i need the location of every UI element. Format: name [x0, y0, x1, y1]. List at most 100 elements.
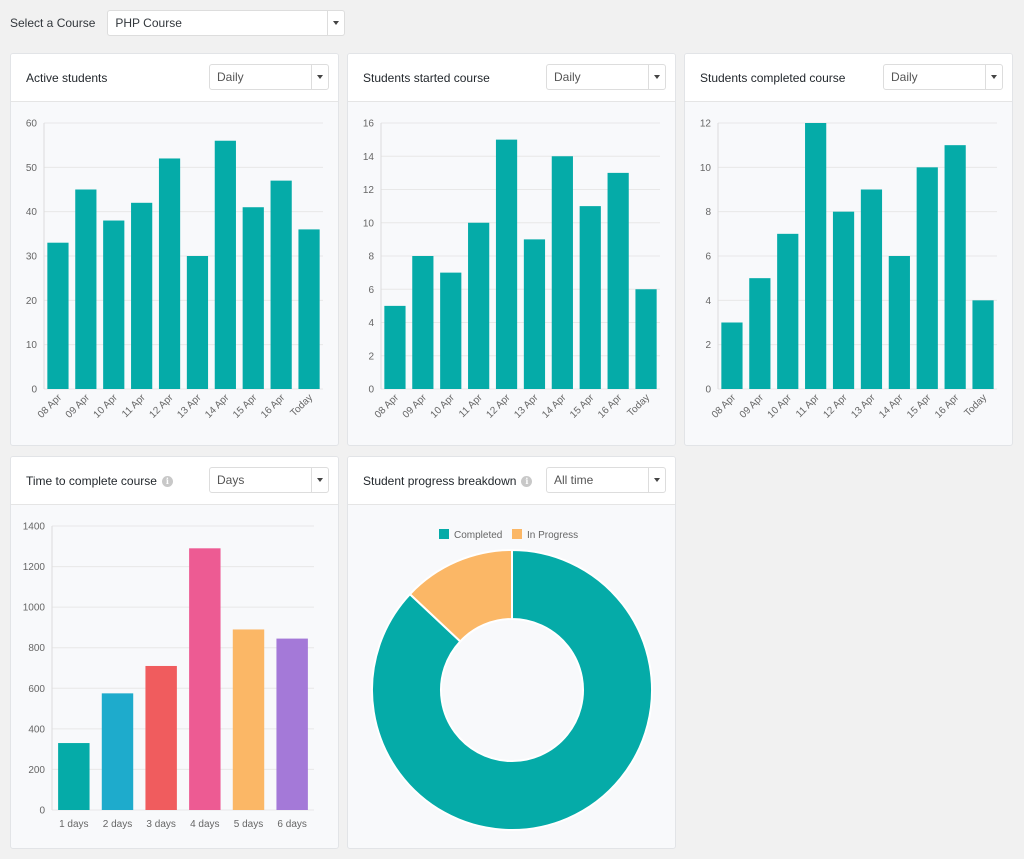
chart-legend: Completed In Progress	[439, 529, 578, 541]
chevron-down-icon	[311, 468, 328, 492]
card-students-started: Students started course Daily 0 2 4 6 8 10 12 1…	[347, 53, 676, 446]
y-tick-label: 1400	[23, 522, 46, 533]
bar[interactable]	[412, 256, 434, 389]
bar[interactable]	[58, 743, 90, 810]
y-tick-label: 800	[28, 643, 45, 654]
period-select-value: Days	[217, 473, 245, 487]
y-tick-label: 60	[26, 119, 38, 130]
period-select[interactable]: Daily	[546, 64, 666, 90]
bar[interactable]	[232, 629, 265, 810]
card-title: Student progress breakdown	[363, 474, 517, 488]
bar[interactable]	[805, 123, 827, 389]
bar[interactable]	[860, 189, 883, 390]
bar[interactable]	[523, 239, 546, 389]
x-tick-label: 12 Apr	[147, 392, 176, 421]
period-select-value: Daily	[217, 70, 244, 84]
x-tick-label: 13 Apr	[175, 392, 204, 421]
x-tick-label: 12 Apr	[821, 392, 850, 421]
bar[interactable]	[145, 665, 177, 810]
bar[interactable]	[186, 256, 209, 389]
y-tick-label: 16	[363, 119, 375, 130]
y-tick-label: 600	[28, 684, 45, 695]
y-tick-label: 8	[368, 252, 374, 263]
y-tick-label: 10	[26, 340, 38, 351]
y-tick-label: 1200	[23, 562, 46, 573]
x-tick-label: 08 Apr	[710, 392, 739, 421]
bar[interactable]	[103, 220, 125, 389]
x-tick-label: 6 days	[277, 819, 306, 830]
bar[interactable]	[888, 256, 910, 389]
bar[interactable]	[298, 229, 320, 389]
y-tick-label: 10	[363, 218, 375, 229]
period-select[interactable]: Days	[209, 467, 329, 493]
x-tick-label: 12 Apr	[484, 392, 513, 421]
students-started-chart: 0 2 4 6 8 10 12 14 16 08 Apr 09 Apr 10 Apr 11 Apr 12 …	[363, 119, 660, 421]
info-icon[interactable]: i	[521, 475, 533, 487]
legend-swatch	[512, 529, 522, 539]
bar[interactable]	[579, 206, 601, 389]
x-tick-label: Today	[626, 392, 653, 419]
donut-slice[interactable]	[371, 548, 653, 831]
bar[interactable]	[777, 233, 799, 389]
bar[interactable]	[214, 140, 236, 389]
bar[interactable]	[972, 300, 994, 389]
x-tick-label: 09 Apr	[64, 392, 93, 421]
bar[interactable]	[635, 289, 657, 389]
course-select[interactable]: PHP Course	[107, 10, 346, 36]
info-icon[interactable]: i	[161, 475, 173, 487]
y-tick-label: 30	[26, 252, 38, 263]
bar[interactable]	[47, 242, 69, 389]
bar[interactable]	[607, 172, 629, 389]
x-tick-label: 1 days	[59, 819, 88, 830]
x-tick-label: 13 Apr	[849, 392, 878, 421]
bar[interactable]	[101, 693, 134, 810]
card-active-students: Active students Daily 0 10 20 30 40 50 60 08 Ap…	[10, 53, 339, 446]
x-tick-label: 15 Apr	[568, 392, 597, 421]
x-tick-label: Today	[963, 392, 990, 419]
x-tick-label: 16 Apr	[933, 392, 962, 421]
x-tick-label: 10 Apr	[429, 392, 458, 421]
time-to-complete-chart: 0 200 400 600 800 1000 1200 1400 1 days 2 days 3 d…	[23, 522, 314, 830]
y-tick-label: 12	[363, 185, 375, 196]
card-students-completed: Students completed course Daily 0 2 4 6 8 10 1…	[684, 53, 1013, 446]
bar[interactable]	[495, 139, 518, 389]
chevron-down-icon	[985, 65, 1002, 89]
bar[interactable]	[916, 167, 938, 389]
bar[interactable]	[551, 156, 573, 389]
legend-swatch	[439, 529, 449, 539]
x-tick-label: 15 Apr	[905, 392, 934, 421]
card-title: Time to complete course	[26, 474, 157, 488]
bar[interactable]	[75, 189, 97, 390]
bar[interactable]	[832, 211, 855, 389]
x-tick-label: Today	[289, 392, 316, 419]
bar[interactable]	[189, 548, 221, 810]
bar[interactable]	[131, 202, 153, 389]
period-select[interactable]: All time	[546, 467, 666, 493]
bar[interactable]	[384, 305, 406, 389]
x-tick-label: 16 Apr	[259, 392, 288, 421]
period-select[interactable]: Daily	[209, 64, 329, 90]
bar[interactable]	[944, 145, 966, 389]
bar[interactable]	[276, 638, 308, 810]
bar[interactable]	[721, 322, 743, 390]
donut-slice[interactable]	[408, 548, 513, 643]
y-tick-label: 400	[28, 724, 45, 735]
bar[interactable]	[468, 222, 490, 389]
bar[interactable]	[749, 278, 771, 389]
y-tick-label: 2	[705, 340, 711, 351]
x-tick-label: 11 Apr	[457, 392, 485, 420]
bar[interactable]	[270, 180, 292, 389]
bar[interactable]	[242, 207, 264, 389]
x-tick-label: 13 Apr	[512, 392, 541, 421]
chevron-down-icon	[648, 65, 665, 89]
y-tick-label: 8	[705, 207, 711, 218]
y-tick-label: 6	[705, 252, 711, 263]
bar[interactable]	[158, 158, 181, 389]
bar[interactable]	[440, 272, 462, 389]
y-tick-label: 1000	[23, 603, 46, 614]
legend-label: Completed	[454, 530, 502, 541]
card-title-wrap: Student progress breakdown i	[363, 474, 533, 488]
y-tick-label: 50	[26, 163, 38, 174]
y-tick-label: 20	[26, 296, 38, 307]
period-select[interactable]: Daily	[883, 64, 1003, 90]
